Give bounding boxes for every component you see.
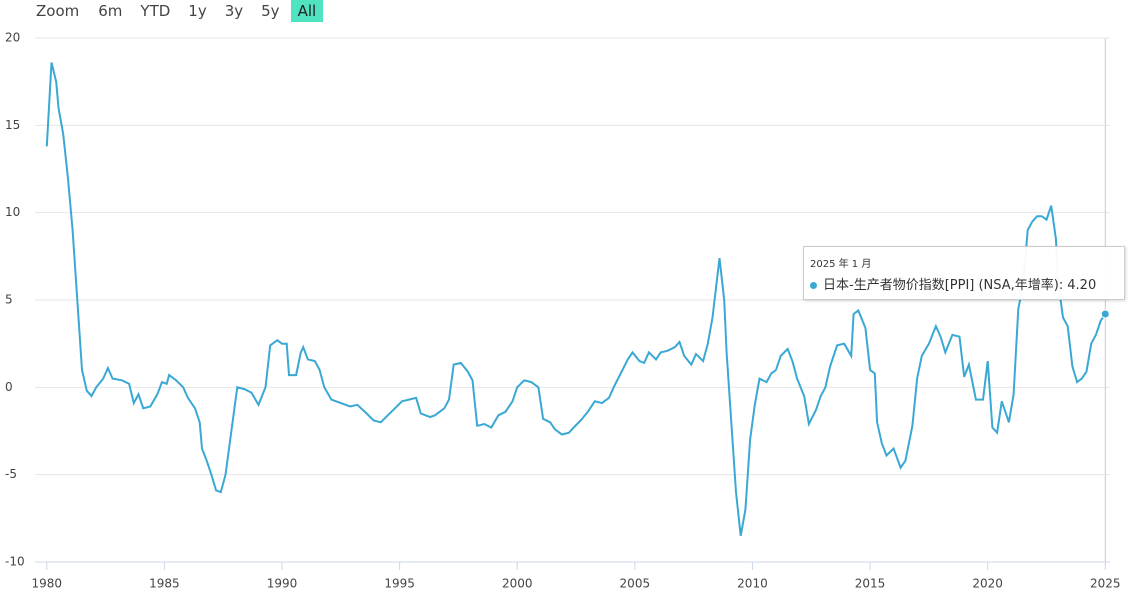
- x-tick-label: 1980: [31, 577, 62, 591]
- x-tick-label: 2015: [855, 577, 886, 591]
- tooltip-dot: [810, 282, 817, 289]
- x-tick-label: 1990: [267, 577, 298, 591]
- range-selector: Zoom 6m YTD 1y 3y 5y All: [36, 0, 327, 22]
- x-tick-label: 2010: [737, 577, 768, 591]
- y-tick-label: -5: [5, 467, 17, 481]
- y-tick-label: 0: [5, 380, 13, 394]
- hover-point: [1100, 309, 1110, 319]
- x-tick-label: 2025: [1090, 577, 1121, 591]
- range-button[interactable]: YTD: [140, 2, 171, 20]
- tooltip-title: 2025 年 1 月: [810, 259, 872, 270]
- range-button[interactable]: 1y: [188, 2, 207, 20]
- y-tick-label: 10: [5, 205, 20, 219]
- range-button[interactable]: 6m: [98, 2, 123, 20]
- zoom-label: Zoom: [36, 2, 80, 20]
- y-tick-label: 5: [5, 293, 13, 307]
- x-tick-label: 1985: [149, 577, 180, 591]
- x-tick-label: 1995: [384, 577, 415, 591]
- tooltip-value: 4.20: [1067, 278, 1097, 293]
- series-line: [45, 62, 1107, 536]
- x-tick-label: 2000: [502, 577, 533, 591]
- y-tick-label: 20: [5, 31, 20, 45]
- y-tick-label: 15: [5, 118, 20, 132]
- tooltip-series: 日本-生产者物价指数[PPI] (NSA,年增率): [823, 278, 1067, 293]
- x-tick-label: 2005: [620, 577, 651, 591]
- y-tick-label: -10: [5, 555, 25, 569]
- x-tick-label: 2020: [972, 577, 1003, 591]
- range-button[interactable]: 5y: [261, 2, 280, 20]
- tooltip: 2025 年 1 月 日本-生产者物价指数[PPI] (NSA,年增率)4.20: [803, 246, 1125, 300]
- range-button[interactable]: 3y: [224, 2, 244, 20]
- range-button[interactable]: All: [290, 0, 324, 22]
